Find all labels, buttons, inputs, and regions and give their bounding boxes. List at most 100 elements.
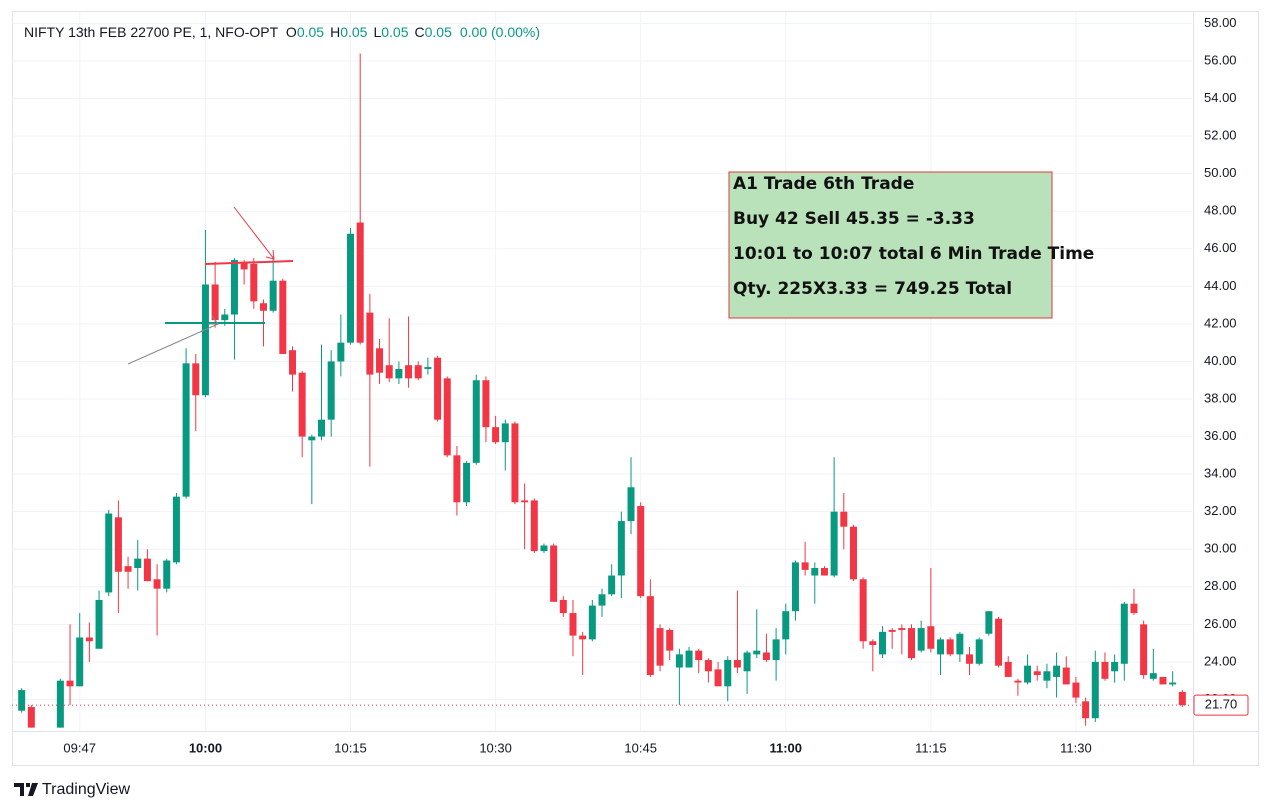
candle-body bbox=[695, 650, 703, 661]
candle-body bbox=[105, 513, 113, 593]
candle-body bbox=[472, 380, 480, 463]
candle-body bbox=[1091, 661, 1099, 719]
candle-body bbox=[540, 545, 548, 552]
candle-body bbox=[579, 635, 587, 640]
candle-body bbox=[511, 423, 519, 503]
candle-body bbox=[830, 511, 838, 576]
candle-body bbox=[201, 284, 209, 396]
candle-body bbox=[124, 566, 132, 572]
ohlc-value: 0.05 bbox=[425, 24, 452, 40]
x-tick-label: 09:47 bbox=[63, 740, 96, 755]
y-tick-label: 34.00 bbox=[1204, 466, 1237, 481]
candle-body bbox=[453, 455, 461, 503]
candle-body bbox=[743, 652, 751, 672]
candle-body bbox=[1149, 673, 1157, 679]
candle-body bbox=[675, 654, 683, 668]
y-tick-label: 38.00 bbox=[1204, 390, 1237, 405]
candle-body bbox=[1120, 603, 1128, 664]
candle-body bbox=[995, 618, 1003, 666]
annotation-box bbox=[728, 171, 1053, 319]
candle-body bbox=[1014, 680, 1022, 683]
exit-arrowhead bbox=[265, 249, 275, 260]
candle-body bbox=[898, 628, 906, 630]
candle-body bbox=[782, 611, 790, 640]
candle-body bbox=[347, 233, 355, 343]
candle-body bbox=[192, 363, 200, 396]
candle-body bbox=[859, 579, 867, 642]
candle-body bbox=[163, 560, 171, 589]
candle-body bbox=[849, 526, 857, 580]
candle-body bbox=[1130, 603, 1138, 614]
entry-arrowhead bbox=[208, 315, 219, 325]
candle-body bbox=[869, 641, 877, 645]
ohlc-value: 0.05 bbox=[340, 24, 367, 40]
candle-body bbox=[482, 380, 490, 428]
y-tick-label: 50.00 bbox=[1204, 165, 1237, 180]
candle-body bbox=[608, 575, 616, 595]
candle-body bbox=[366, 312, 374, 375]
x-tick-label: 10:00 bbox=[189, 740, 222, 755]
candle-body bbox=[501, 423, 509, 443]
candle-body bbox=[704, 660, 712, 672]
candle-body bbox=[337, 342, 345, 362]
annotation-line: A1 Trade 6th Trade bbox=[733, 174, 914, 194]
candle-body bbox=[318, 419, 326, 437]
candle-body bbox=[714, 669, 722, 687]
x-tick-label: 11:15 bbox=[915, 740, 947, 755]
entry-arrow bbox=[127, 323, 219, 365]
candle-body bbox=[840, 511, 848, 527]
candle-body bbox=[975, 639, 983, 664]
candle-body bbox=[356, 222, 364, 343]
frame bbox=[12, 11, 1259, 766]
candle-body bbox=[801, 562, 809, 570]
y-tick-label: 40.00 bbox=[1204, 353, 1237, 368]
candle-body bbox=[820, 568, 828, 576]
candle-body bbox=[956, 633, 964, 655]
y-tick-label: 42.00 bbox=[1204, 315, 1237, 330]
y-tick-label: 24.00 bbox=[1204, 653, 1237, 668]
candle-body bbox=[221, 314, 229, 321]
candle-body bbox=[908, 628, 916, 659]
y-tick-label: 32.00 bbox=[1204, 503, 1237, 518]
legend: NIFTY 13th FEB 22700 PE, 1, NFO-OPT O0.05… bbox=[24, 24, 540, 40]
candle-body bbox=[240, 261, 248, 270]
candle-body bbox=[298, 372, 306, 437]
y-tick-label: 30.00 bbox=[1204, 541, 1237, 556]
candle-body bbox=[492, 427, 500, 443]
candle-body bbox=[753, 650, 761, 655]
ohlc-key: C bbox=[414, 24, 424, 40]
candle-body bbox=[376, 348, 384, 373]
candle-body bbox=[288, 350, 296, 375]
candle-body bbox=[18, 690, 26, 711]
candle-body bbox=[646, 596, 654, 676]
candle-body bbox=[656, 628, 664, 666]
candle-body bbox=[1169, 682, 1177, 685]
candle-body bbox=[733, 660, 741, 668]
candle-body bbox=[269, 280, 277, 311]
candle-body bbox=[685, 650, 693, 668]
candle-body bbox=[791, 562, 799, 612]
candle-body bbox=[434, 357, 442, 420]
ohlc-value: 0.05 bbox=[381, 24, 408, 40]
candle-body bbox=[95, 599, 103, 649]
exit-line bbox=[204, 260, 294, 265]
x-tick-label: 10:30 bbox=[479, 740, 512, 755]
candle-body bbox=[888, 629, 896, 632]
candle-body bbox=[521, 500, 529, 503]
candle-body bbox=[1053, 665, 1061, 677]
candle-body bbox=[211, 284, 219, 321]
candle-body bbox=[946, 639, 954, 655]
last-price-label: 21.70 bbox=[1205, 697, 1238, 712]
candle-body bbox=[937, 639, 945, 655]
x-tick-label: 11:30 bbox=[1060, 740, 1092, 755]
y-tick-label: 48.00 bbox=[1204, 203, 1237, 218]
y-tick-label: 54.00 bbox=[1204, 90, 1237, 105]
candle-body bbox=[1101, 661, 1109, 679]
candle-body bbox=[878, 631, 886, 655]
candle-body bbox=[588, 605, 596, 640]
candle-body bbox=[530, 500, 538, 552]
candle-body bbox=[1111, 661, 1119, 672]
y-tick-label: 36.00 bbox=[1204, 428, 1237, 443]
annotation-line: 10:01 to 10:07 total 6 Min Trade Time bbox=[733, 244, 1094, 264]
candle-body bbox=[279, 280, 287, 354]
